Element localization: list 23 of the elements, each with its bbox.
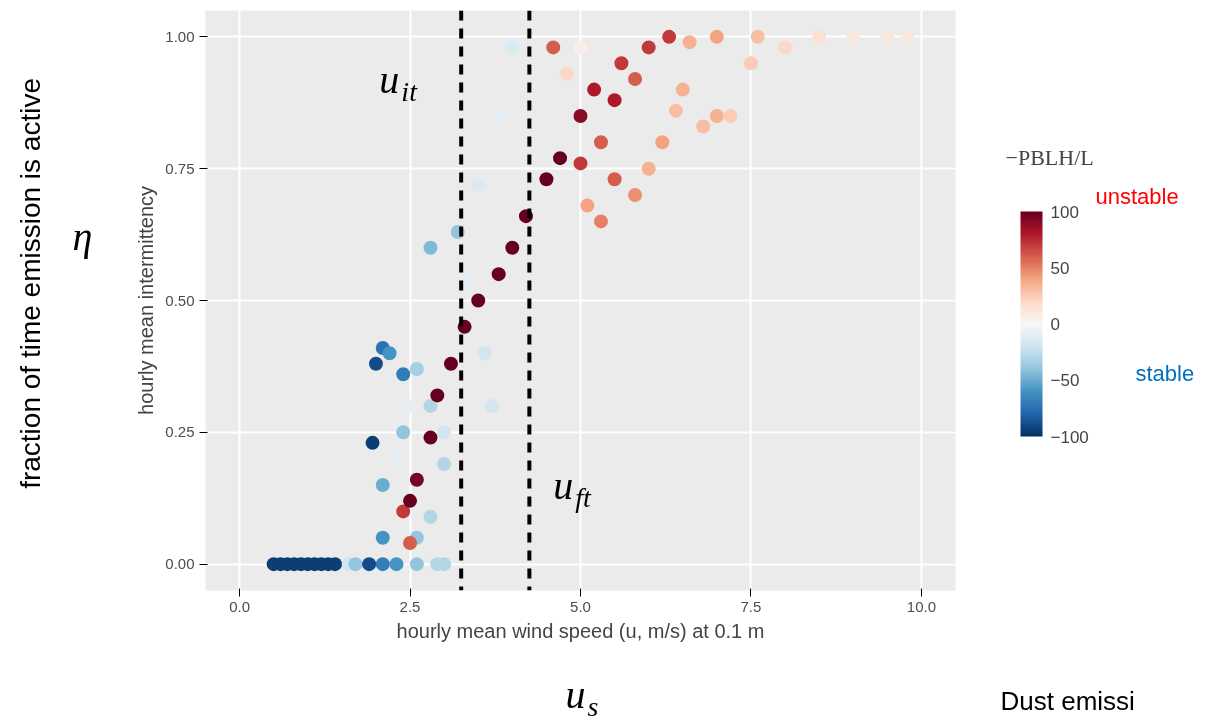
y-tick-label: 0.00	[165, 555, 195, 573]
text: fraction of time emission is active	[15, 78, 46, 489]
color-bar-label: −100	[1050, 427, 1089, 447]
x-tick-label: 5.0	[570, 597, 591, 615]
y-tick-label: 0.75	[165, 159, 195, 177]
y-tick-label: 0.25	[165, 423, 195, 441]
color-bar-label: 50	[1050, 258, 1070, 278]
color-bar-label: 100	[1050, 202, 1079, 222]
y-axis-title: hourly mean intermittency	[135, 186, 158, 415]
text: stable	[1135, 360, 1195, 386]
color-bar-label: 0	[1050, 315, 1060, 334]
text: Dust emissi	[1000, 685, 1135, 716]
color-bar-label: −50	[1050, 371, 1080, 391]
x-tick-label: 7.5	[740, 597, 762, 615]
y-tick-label: 0.50	[165, 291, 195, 309]
x-tick-label: 0.0	[229, 597, 251, 615]
color-bar-title: −PBLH/L	[1005, 144, 1094, 170]
text: η	[72, 214, 93, 260]
x-tick-label: 2.5	[399, 597, 421, 615]
x-axis-title: hourly mean wind speed (u, m/s) at 0.1 m	[396, 619, 765, 642]
y-tick-label: 1.00	[165, 27, 195, 45]
text: unstable	[1095, 183, 1179, 209]
x-tick-label: 10.0	[906, 597, 937, 615]
